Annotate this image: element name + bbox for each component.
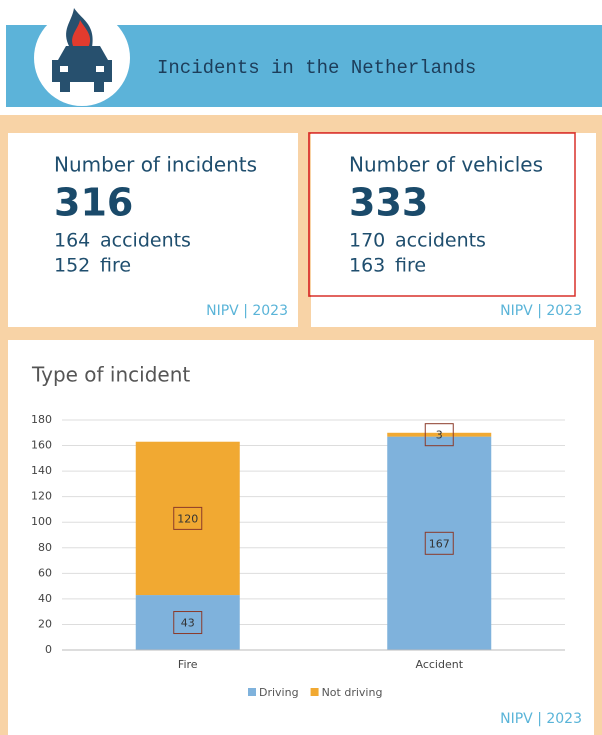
data-label-box xyxy=(424,423,454,447)
legend-swatch xyxy=(248,688,256,696)
card-label: Number of vehicles xyxy=(349,153,543,177)
card-line-text: fire xyxy=(395,255,426,277)
card-source: NIPV | 2023 xyxy=(500,303,582,319)
y-tick-label: 20 xyxy=(38,617,52,630)
legend-label: Not driving xyxy=(322,686,383,699)
card-line-value: 164 xyxy=(54,230,90,252)
card-line-value: 152 xyxy=(54,255,90,277)
y-tick-label: 0 xyxy=(45,643,52,656)
y-tick-label: 120 xyxy=(31,490,52,503)
chart-panel xyxy=(8,340,594,735)
x-tick-label: Fire xyxy=(178,658,198,671)
card-highlight xyxy=(308,132,576,297)
y-tick-label: 160 xyxy=(31,439,52,452)
y-tick-label: 100 xyxy=(31,515,52,528)
y-tick-label: 180 xyxy=(31,413,52,426)
legend-label: Driving xyxy=(259,686,299,699)
card-line-text: accidents xyxy=(395,230,486,252)
y-tick-label: 80 xyxy=(38,541,52,554)
card-label: Number of incidents xyxy=(54,153,257,177)
header-icon xyxy=(34,8,130,106)
y-tick-label: 140 xyxy=(31,464,52,477)
data-label-box xyxy=(424,531,454,555)
bar xyxy=(135,595,240,650)
card-line-text: fire xyxy=(100,255,131,277)
bar xyxy=(387,432,492,437)
card xyxy=(311,133,596,327)
card-line-text: accidents xyxy=(100,230,191,252)
data-label-box xyxy=(173,506,203,530)
data-label: 43 xyxy=(181,617,195,630)
x-tick-label: Accident xyxy=(415,658,463,671)
legend-swatch xyxy=(310,688,319,696)
chart-title: Type of incident xyxy=(31,363,190,387)
card-line-value: 163 xyxy=(349,255,385,277)
card-total: 316 xyxy=(54,181,133,225)
card-total: 333 xyxy=(349,181,428,225)
card xyxy=(8,133,298,327)
data-label-box xyxy=(173,611,203,635)
source: NIPV | 2023 xyxy=(500,711,582,727)
data-label: 3 xyxy=(436,429,443,442)
card-source: NIPV | 2023 xyxy=(206,303,288,319)
data-label: 120 xyxy=(177,512,198,525)
bar xyxy=(387,436,492,650)
data-label: 167 xyxy=(429,537,450,550)
y-tick-label: 40 xyxy=(38,592,52,605)
bar xyxy=(135,441,240,596)
header-title: Incidents in the Netherlands xyxy=(157,57,476,79)
y-tick-label: 60 xyxy=(38,566,52,579)
card-line-value: 170 xyxy=(349,230,385,252)
